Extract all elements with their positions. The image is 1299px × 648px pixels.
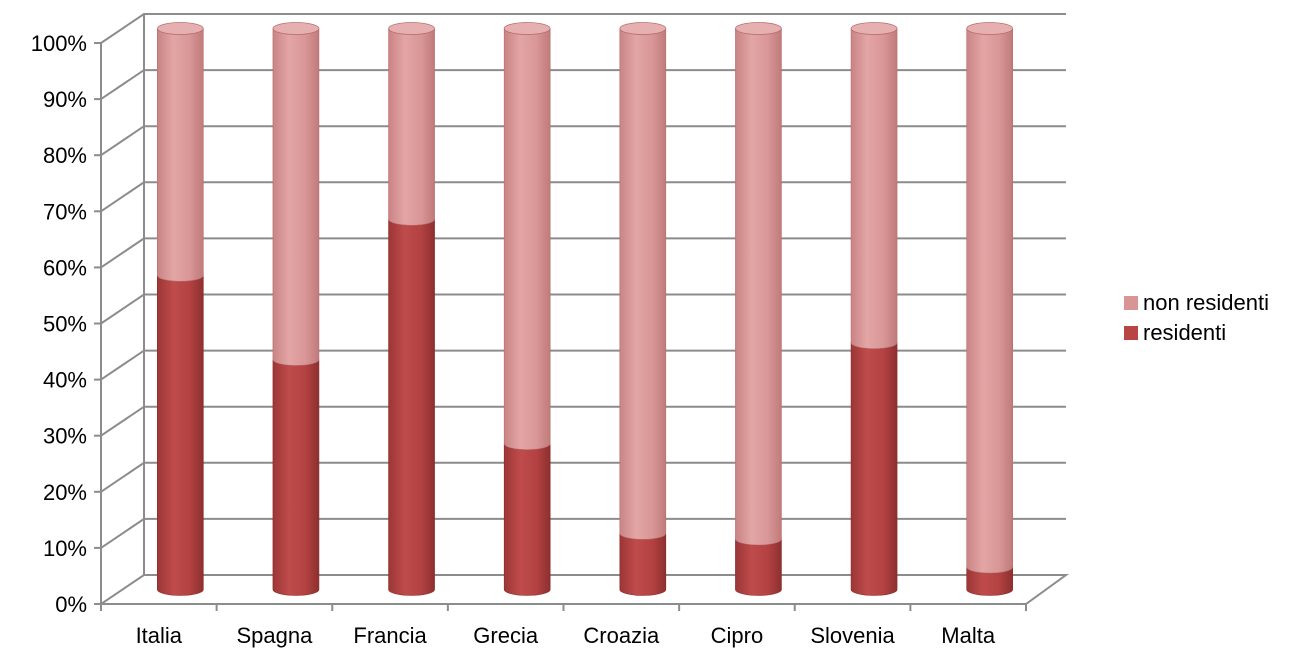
bar-group-italia — [156, 22, 204, 596]
y-tick-label: 90% — [43, 87, 87, 112]
bar-group-malta — [966, 22, 1014, 596]
x-tick-label: Croazia — [583, 623, 660, 648]
y-tick-label: 40% — [43, 368, 87, 393]
bar-residenti-italia — [157, 275, 204, 596]
x-tick-label: Cipro — [711, 623, 764, 648]
x-tick-label: Grecia — [473, 623, 539, 648]
bar-residenti-spagna — [272, 359, 320, 596]
gridline — [100, 181, 1066, 213]
bar-group-spagna — [272, 22, 320, 596]
gridline — [100, 293, 1066, 325]
bar-residenti-grecia — [503, 443, 551, 596]
chart-floor — [97, 574, 1070, 605]
bar-group-croazia — [619, 22, 667, 596]
bar-non-residenti-slovenia — [850, 28, 898, 349]
y-tick-label: 100% — [31, 31, 87, 56]
bar-non-residenti-francia — [388, 28, 435, 226]
gridline — [100, 517, 1066, 549]
bar-non-residenti-cipro — [735, 28, 782, 546]
bar-residenti-slovenia — [850, 342, 898, 596]
y-tick-label: 30% — [43, 424, 87, 449]
bar-residenti-croazia — [619, 533, 667, 596]
gridline — [100, 69, 1066, 100]
legend: non residenti residenti — [1124, 288, 1269, 348]
bar-residenti-francia — [388, 219, 435, 596]
bar-cap-croazia — [619, 22, 667, 35]
bar-cap-cipro — [735, 22, 782, 35]
y-tick-label: 50% — [43, 312, 87, 337]
legend-item-non-residenti: non residenti — [1124, 288, 1269, 318]
bar-cap-grecia — [503, 22, 551, 35]
gridline — [100, 237, 1066, 269]
x-tick-label: Italia — [136, 623, 183, 648]
bar-group-francia — [388, 22, 435, 596]
y-axis: 0% 10% 20% 30% 40% 50% 60% 70% 80% 90% 100% — [31, 31, 101, 617]
x-tick-label: Malta — [941, 623, 996, 648]
legend-swatch-residenti — [1124, 326, 1138, 340]
bar-cap-malta — [966, 22, 1014, 35]
bars — [156, 22, 1014, 596]
x-tick-label: Spagna — [237, 623, 314, 648]
bar-cap-francia — [388, 22, 435, 35]
y-tick-label: 70% — [43, 199, 87, 224]
bar-cap-italia — [156, 22, 204, 35]
x-tick-label: Slovenia — [810, 623, 895, 648]
y-tick-label: 10% — [43, 536, 87, 561]
y-tick-label: 60% — [43, 255, 87, 280]
legend-label-residenti: residenti — [1143, 320, 1227, 345]
legend-swatch-non-residenti — [1124, 296, 1138, 310]
bar-group-grecia — [503, 22, 551, 596]
x-tick-label: Francia — [353, 623, 427, 648]
chart-walls — [97, 13, 1070, 605]
bar-cap-spagna — [272, 22, 320, 35]
bar-non-residenti-spagna — [272, 28, 320, 366]
y-tick-label: 0% — [55, 592, 87, 617]
legend-label-non-residenti: non residenti — [1143, 290, 1269, 315]
bar-non-residenti-croazia — [619, 28, 667, 540]
y-tick-label: 80% — [43, 143, 87, 168]
bar-cap-slovenia — [850, 22, 898, 35]
bar-non-residenti-italia — [157, 28, 204, 282]
legend-item-residenti: residenti — [1124, 318, 1269, 348]
bar-non-residenti-malta — [966, 28, 1013, 574]
gridline — [100, 349, 1066, 381]
x-axis: Italia Spagna Francia Grecia Croazia Cipro Slo… — [100, 604, 1027, 648]
gridline — [100, 13, 1066, 44]
bar-group-cipro — [735, 22, 782, 596]
bar-non-residenti-grecia — [503, 28, 551, 450]
gridline — [100, 125, 1066, 157]
gridline — [100, 461, 1066, 493]
gridline — [100, 405, 1066, 437]
bar-residenti-cipro — [735, 538, 782, 596]
y-tick-label: 20% — [43, 480, 87, 505]
bar-group-slovenia — [850, 22, 898, 596]
